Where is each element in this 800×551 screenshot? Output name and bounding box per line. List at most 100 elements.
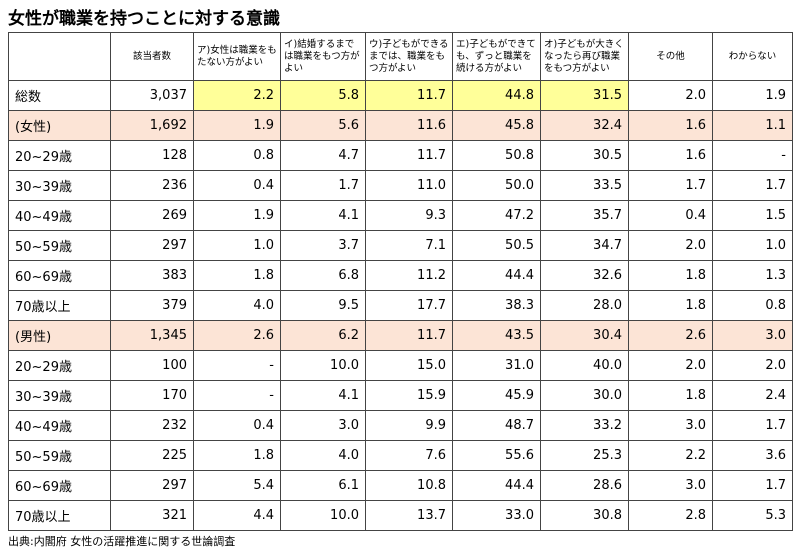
data-cell: 3.7 bbox=[280, 230, 366, 261]
data-cell: 1.9 bbox=[712, 80, 793, 111]
data-cell: 11.2 bbox=[365, 260, 453, 291]
data-cell: 1.7 bbox=[712, 410, 793, 441]
data-cell: 28.6 bbox=[540, 470, 629, 501]
data-cell: 2.4 bbox=[712, 380, 793, 411]
table: 該当者数 ア)女性は職業をもたない方がよい イ)結婚するまでは職業をもつ方がよい ウ)… bbox=[8, 32, 793, 531]
data-cell: 170 bbox=[110, 380, 194, 411]
data-cell: 4.1 bbox=[280, 380, 366, 411]
data-cell: 38.3 bbox=[452, 290, 541, 321]
row-label: 50~59歳 bbox=[8, 230, 111, 261]
table-row: 70歳以上 321 4.4 10.0 13.7 33.0 30.8 2.8 5.3 bbox=[8, 500, 793, 531]
data-cell: 1.7 bbox=[628, 170, 713, 201]
data-cell: 9.3 bbox=[365, 200, 453, 231]
data-cell: 6.2 bbox=[280, 320, 366, 351]
data-cell: 0.4 bbox=[628, 200, 713, 231]
row-label: (男性) bbox=[8, 320, 111, 351]
data-cell: 1.0 bbox=[712, 230, 793, 261]
data-cell: 3.0 bbox=[280, 410, 366, 441]
data-cell: 6.8 bbox=[280, 260, 366, 291]
data-cell: 1.8 bbox=[628, 380, 713, 411]
table-row: 60~69歳 383 1.8 6.8 11.2 44.4 32.6 1.8 1.3 bbox=[8, 260, 793, 291]
table-row: 50~59歳 297 1.0 3.7 7.1 50.5 34.7 2.0 1.0 bbox=[8, 230, 793, 261]
row-label: 70歳以上 bbox=[8, 500, 111, 531]
data-cell: 0.8 bbox=[193, 140, 281, 171]
data-cell: 13.7 bbox=[365, 500, 453, 531]
data-cell: 4.1 bbox=[280, 200, 366, 231]
row-label: 40~49歳 bbox=[8, 200, 111, 231]
data-cell: 1.8 bbox=[193, 440, 281, 471]
data-cell: 1.0 bbox=[193, 230, 281, 261]
table-row: 70歳以上 379 4.0 9.5 17.7 38.3 28.0 1.8 0.8 bbox=[8, 290, 793, 321]
source-note: 出典:内閣府 女性の活躍推進に関する世論調査 bbox=[8, 535, 236, 548]
data-cell: 383 bbox=[110, 260, 194, 291]
header-cell: その他 bbox=[628, 32, 713, 81]
data-cell: 50.0 bbox=[452, 170, 541, 201]
data-cell: 40.0 bbox=[540, 350, 629, 381]
data-cell: 1.1 bbox=[712, 110, 793, 141]
data-cell: 225 bbox=[110, 440, 194, 471]
row-label: 40~49歳 bbox=[8, 410, 111, 441]
data-cell: 44.4 bbox=[452, 260, 541, 291]
data-cell: 5.8 bbox=[280, 80, 366, 111]
data-cell: 33.0 bbox=[452, 500, 541, 531]
row-label: 70歳以上 bbox=[8, 290, 111, 321]
data-cell: 3.0 bbox=[712, 320, 793, 351]
data-cell: 30.5 bbox=[540, 140, 629, 171]
data-cell: 15.9 bbox=[365, 380, 453, 411]
data-cell: 43.5 bbox=[452, 320, 541, 351]
table-row: (女性) 1,692 1.9 5.6 11.6 45.8 32.4 1.6 1.1 bbox=[8, 110, 793, 141]
data-cell: 4.0 bbox=[193, 290, 281, 321]
row-label: 60~69歳 bbox=[8, 470, 111, 501]
table-row: 40~49歳 269 1.9 4.1 9.3 47.2 35.7 0.4 1.5 bbox=[8, 200, 793, 231]
data-cell: 15.0 bbox=[365, 350, 453, 381]
data-cell: 236 bbox=[110, 170, 194, 201]
data-cell: 10.0 bbox=[280, 500, 366, 531]
data-cell: 9.9 bbox=[365, 410, 453, 441]
header-cell: エ)子どもができても、ずっと職業を続ける方がよい bbox=[452, 32, 541, 81]
data-cell: 2.6 bbox=[628, 320, 713, 351]
data-cell: 55.6 bbox=[452, 440, 541, 471]
data-cell: 2.0 bbox=[628, 230, 713, 261]
data-cell: 11.6 bbox=[365, 110, 453, 141]
row-label: 30~39歳 bbox=[8, 380, 111, 411]
row-label: (女性) bbox=[8, 110, 111, 141]
data-cell: 321 bbox=[110, 500, 194, 531]
data-cell: 3.0 bbox=[628, 470, 713, 501]
table-row: 60~69歳 297 5.4 6.1 10.8 44.4 28.6 3.0 1.7 bbox=[8, 470, 793, 501]
data-cell: 0.4 bbox=[193, 410, 281, 441]
data-cell: 2.6 bbox=[193, 320, 281, 351]
data-cell: 50.5 bbox=[452, 230, 541, 261]
data-cell: 11.7 bbox=[365, 320, 453, 351]
data-cell: 4.7 bbox=[280, 140, 366, 171]
data-cell: 48.7 bbox=[452, 410, 541, 441]
data-cell: 1.8 bbox=[193, 260, 281, 291]
table-row: 総数 3,037 2.2 5.8 11.7 44.8 31.5 2.0 1.9 bbox=[8, 80, 793, 111]
data-cell: 30.8 bbox=[540, 500, 629, 531]
data-cell: 9.5 bbox=[280, 290, 366, 321]
header-cell: わからない bbox=[712, 32, 793, 81]
data-cell: 5.4 bbox=[193, 470, 281, 501]
data-cell: 4.4 bbox=[193, 500, 281, 531]
data-cell: 0.4 bbox=[193, 170, 281, 201]
header-cell: ア)女性は職業をもたない方がよい bbox=[193, 32, 281, 81]
data-cell: 232 bbox=[110, 410, 194, 441]
data-cell: 1.7 bbox=[280, 170, 366, 201]
data-cell: 379 bbox=[110, 290, 194, 321]
data-cell: 2.0 bbox=[628, 350, 713, 381]
data-cell: 3.0 bbox=[628, 410, 713, 441]
data-cell: 33.5 bbox=[540, 170, 629, 201]
row-label: 50~59歳 bbox=[8, 440, 111, 471]
data-cell: 1.8 bbox=[628, 290, 713, 321]
data-cell: 11.7 bbox=[365, 140, 453, 171]
data-cell: 7.1 bbox=[365, 230, 453, 261]
table-row: 20~29歳 128 0.8 4.7 11.7 50.8 30.5 1.6- bbox=[8, 140, 793, 171]
data-cell: 10.8 bbox=[365, 470, 453, 501]
row-label: 20~29歳 bbox=[8, 140, 111, 171]
data-cell: 11.0 bbox=[365, 170, 453, 201]
data-cell: 33.2 bbox=[540, 410, 629, 441]
header-cell bbox=[8, 32, 111, 81]
data-cell: 31.0 bbox=[452, 350, 541, 381]
data-cell: 1.8 bbox=[628, 260, 713, 291]
data-cell: 5.3 bbox=[712, 500, 793, 531]
data-cell: 269 bbox=[110, 200, 194, 231]
